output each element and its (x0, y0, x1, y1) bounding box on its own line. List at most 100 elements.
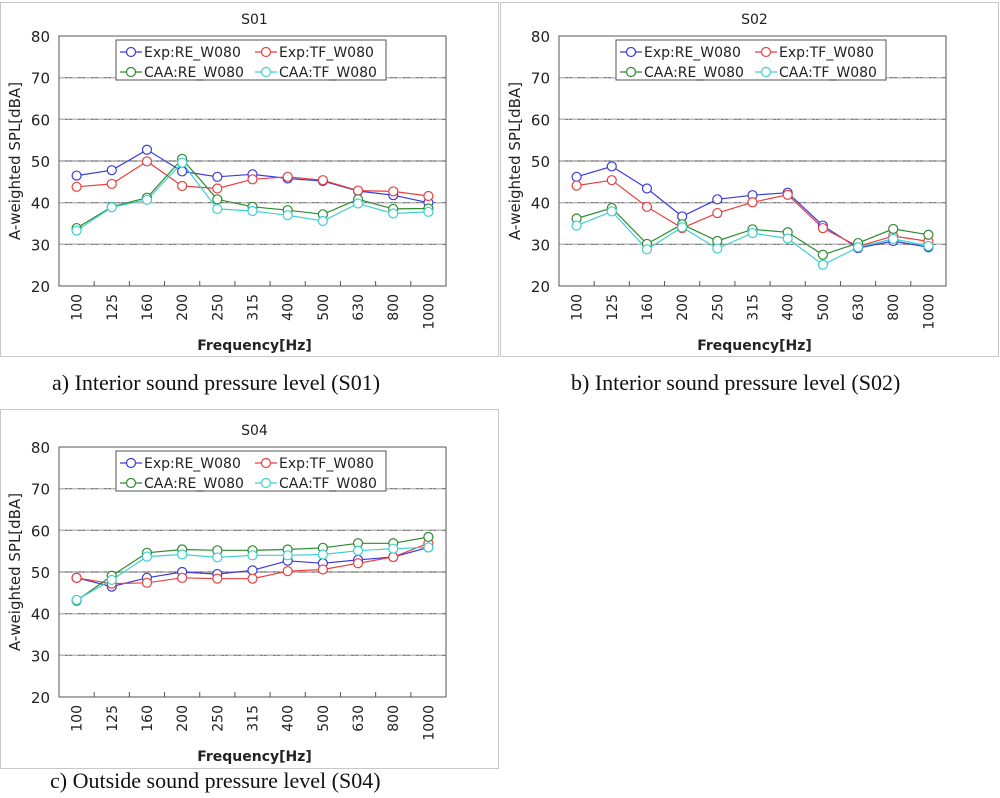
x-tick-label: 800 (386, 294, 402, 321)
x-tick-label: 500 (816, 294, 832, 321)
data-point-caa-re-w080 (888, 223, 899, 235)
y-tick-label: 80 (531, 28, 550, 46)
legend-label: Exp:TF_W080 (779, 45, 874, 61)
x-tick-label: 800 (886, 294, 902, 321)
x-tick-label: 315 (246, 294, 262, 321)
legend-label: CAA:TF_W080 (779, 65, 877, 81)
data-point-exp-tf-w080 (282, 171, 293, 182)
chart-panel-s02: S02 20 30 40 50 60 70 80 100 125 160 200 250 315 400 50… (500, 2, 999, 357)
chart-title: S02 (741, 12, 768, 28)
data-point-exp-re-w080 (212, 171, 223, 182)
x-axis-label: Frequency[Hz] (197, 749, 312, 765)
x-tick-label: 200 (175, 294, 191, 321)
x-tick-label: 160 (140, 705, 156, 732)
data-point-caa-tf-w080 (212, 203, 223, 215)
y-tick-label: 50 (31, 153, 50, 171)
data-point-exp-re-w080 (641, 183, 653, 194)
data-point-caa-tf-w080 (71, 594, 82, 606)
x-tick-label: 630 (851, 294, 867, 321)
legend-label: CAA:RE_W080 (144, 476, 244, 492)
data-point-caa-tf-w080 (712, 243, 723, 254)
data-point-exp-re-w080 (571, 171, 582, 182)
data-point-caa-tf-w080 (641, 244, 653, 255)
legend-marker (260, 46, 272, 58)
x-tick-label: 200 (175, 705, 191, 732)
x-tick-label: 400 (281, 705, 297, 732)
data-point-caa-tf-w080 (423, 206, 434, 217)
legend-label: CAA:TF_W080 (279, 65, 377, 81)
chart-title: S01 (241, 12, 268, 28)
data-point-exp-tf-w080 (317, 564, 328, 575)
x-tick-label: 315 (246, 705, 262, 732)
legend-label: CAA:TF_W080 (279, 476, 377, 492)
data-point-exp-tf-w080 (317, 175, 328, 186)
y-tick-label: 70 (31, 70, 50, 88)
data-point-caa-tf-w080 (677, 222, 688, 233)
data-point-exp-re-w080 (606, 161, 617, 172)
data-point-caa-re-w080 (923, 229, 934, 240)
x-tick-label: 800 (386, 705, 402, 732)
data-point-exp-tf-w080 (423, 190, 434, 202)
data-point-caa-re-w080 (423, 531, 434, 543)
y-axis-label: A-weighted SPL[dBA] (506, 82, 524, 240)
data-point-exp-tf-w080 (282, 566, 293, 577)
legend-marker (125, 66, 137, 78)
data-point-exp-tf-w080 (388, 186, 399, 197)
data-point-caa-tf-w080 (817, 259, 828, 270)
x-tick-label: 250 (210, 705, 226, 732)
y-tick-label: 30 (31, 647, 50, 665)
data-point-exp-re-w080 (71, 170, 82, 181)
x-tick-label: 160 (640, 294, 656, 321)
data-point-caa-tf-w080 (747, 227, 758, 239)
data-point-caa-re-w080 (817, 249, 828, 260)
chart-title: S04 (241, 423, 268, 439)
y-tick-label: 40 (31, 606, 50, 624)
data-point-exp-tf-w080 (71, 572, 82, 583)
x-tick-label: 630 (351, 294, 367, 321)
legend-box (615, 39, 887, 81)
data-point-caa-tf-w080 (317, 215, 328, 227)
legend-label: CAA:RE_W080 (144, 65, 244, 81)
data-point-caa-tf-w080 (388, 543, 399, 554)
data-point-exp-tf-w080 (141, 156, 153, 167)
x-tick-label: 100 (70, 294, 86, 321)
legend-label: Exp:TF_W080 (279, 456, 374, 472)
data-point-exp-tf-w080 (247, 573, 258, 584)
legend-marker (625, 46, 637, 58)
data-point-caa-tf-w080 (571, 220, 582, 231)
x-tick-label: 1000 (921, 294, 937, 330)
legend-marker (125, 46, 137, 58)
plot-area (58, 446, 447, 698)
data-point-caa-tf-w080 (352, 545, 364, 556)
data-point-exp-tf-w080 (817, 222, 828, 234)
data-point-exp-tf-w080 (212, 183, 223, 194)
legend-marker (260, 66, 272, 78)
x-tick-label: 315 (746, 294, 762, 321)
y-tick-label: 30 (31, 236, 50, 254)
plot-area (58, 35, 447, 287)
x-tick-label: 200 (675, 294, 691, 321)
data-point-caa-tf-w080 (71, 225, 82, 236)
data-point-exp-tf-w080 (712, 207, 723, 219)
y-tick-label: 20 (531, 278, 550, 296)
data-point-exp-tf-w080 (247, 174, 258, 185)
data-point-caa-tf-w080 (177, 157, 188, 168)
x-tick-label: 400 (781, 294, 797, 321)
y-tick-label: 70 (31, 481, 50, 499)
data-point-caa-tf-w080 (282, 210, 293, 221)
y-tick-label: 30 (531, 236, 550, 254)
legend-marker (125, 477, 137, 489)
chart-s01: S01 20 30 40 50 60 70 80 100 125 160 200 250 315 400 50… (6, 12, 447, 354)
legend-marker (260, 477, 272, 489)
legend-label: Exp:RE_W080 (144, 456, 241, 472)
data-point-exp-tf-w080 (141, 577, 153, 588)
data-point-exp-tf-w080 (212, 573, 223, 584)
x-axis-label: Frequency[Hz] (197, 338, 312, 354)
data-point-caa-tf-w080 (177, 549, 188, 560)
data-point-exp-tf-w080 (388, 551, 399, 563)
data-point-caa-tf-w080 (317, 549, 328, 560)
caption-s02: b) Interior sound pressure level (S02) (571, 370, 901, 395)
y-tick-label: 60 (31, 111, 50, 129)
data-point-exp-re-w080 (247, 565, 258, 576)
x-tick-label: 160 (140, 294, 156, 321)
